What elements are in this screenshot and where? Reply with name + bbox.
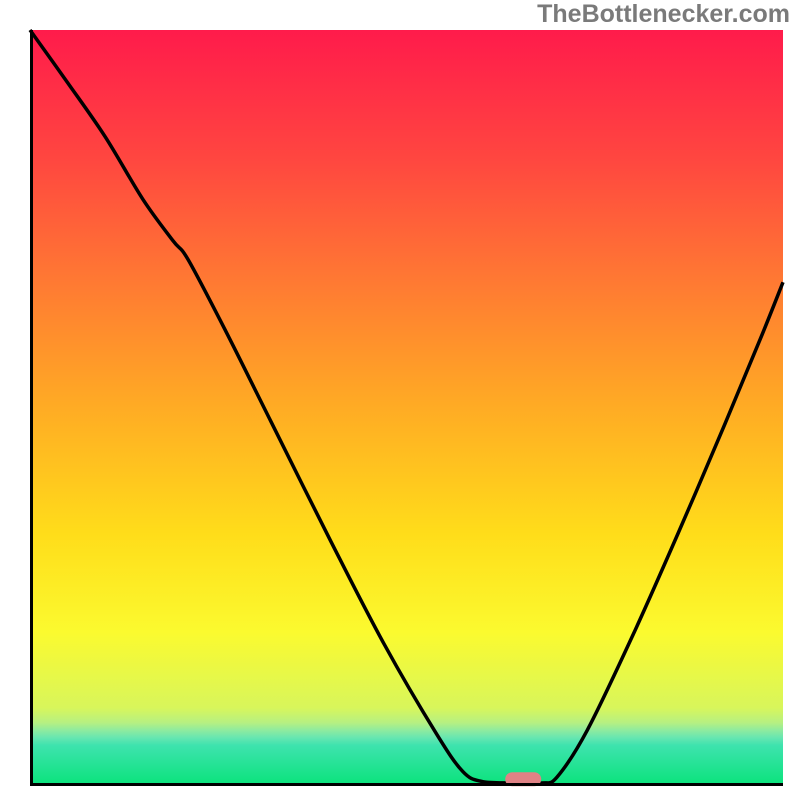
chart-overlay-svg (30, 30, 783, 783)
watermark-text: TheBottlenecker.com (537, 0, 790, 29)
y-axis (30, 30, 33, 783)
x-axis (30, 783, 783, 786)
bottleneck-curve (30, 30, 783, 784)
chart-container: TheBottlenecker.com (0, 0, 800, 800)
